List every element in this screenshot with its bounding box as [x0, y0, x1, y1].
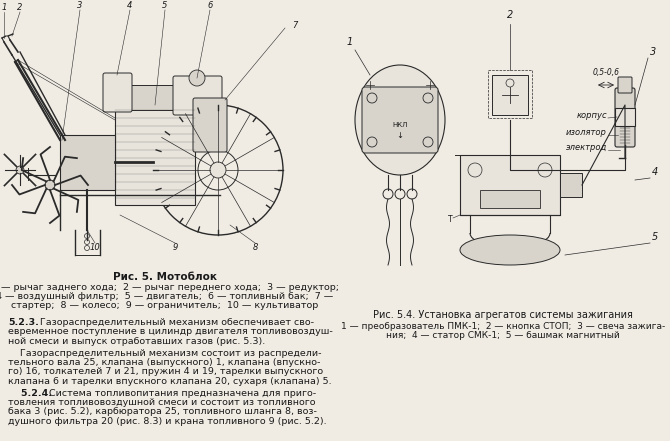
- Text: 2: 2: [17, 4, 23, 12]
- Text: клапана 6 и тарелки впускного клапана 20, сухаря (клапана) 5.: клапана 6 и тарелки впускного клапана 20…: [8, 377, 332, 386]
- Text: 8: 8: [253, 243, 258, 253]
- FancyBboxPatch shape: [103, 73, 132, 112]
- FancyBboxPatch shape: [115, 105, 195, 205]
- Text: Газораспределительный механизм состоит из распредели-: Газораспределительный механизм состоит и…: [8, 348, 322, 358]
- Text: тельного вала 25, клапана (выпускного) 1, клапана (впускно-: тельного вала 25, клапана (выпускного) 1…: [8, 358, 320, 367]
- Text: ной смеси и выпуск отработавших газов (рис. 5.3).: ной смеси и выпуск отработавших газов (р…: [8, 337, 265, 346]
- Ellipse shape: [460, 235, 560, 265]
- Text: Рис. 5. Мотоблок: Рис. 5. Мотоблок: [113, 272, 217, 282]
- Text: 5.2.4.: 5.2.4.: [8, 389, 52, 397]
- Text: НКЛ: НКЛ: [393, 122, 407, 128]
- Text: стартер;  8 — колесо;  9 — ограничитель;  10 — культиватор: стартер; 8 — колесо; 9 — ограничитель; 1…: [11, 301, 319, 310]
- Text: 5: 5: [162, 0, 168, 10]
- FancyBboxPatch shape: [615, 88, 635, 147]
- Text: 10: 10: [90, 243, 100, 253]
- Text: бака 3 (рис. 5.2), карбюратора 25, топливного шланга 8, воз-: бака 3 (рис. 5.2), карбюратора 25, топли…: [8, 407, 317, 416]
- FancyBboxPatch shape: [173, 76, 222, 115]
- Text: душного фильтра 20 (рис. 8.3) и крана топливного 9 (рис. 5.2).: душного фильтра 20 (рис. 8.3) и крана то…: [8, 417, 327, 426]
- FancyBboxPatch shape: [615, 108, 635, 126]
- Circle shape: [210, 162, 226, 178]
- Text: евременное поступление в цилиндр двигателя топливовоздуш-: евременное поступление в цилиндр двигате…: [8, 328, 333, 336]
- Text: 4: 4: [127, 0, 133, 10]
- Text: 5.2.3.: 5.2.3.: [8, 318, 39, 327]
- Text: 4 — воздушный фильтр;  5 — двигатель;  6 — топливный бак;  7 —: 4 — воздушный фильтр; 5 — двигатель; 6 —…: [0, 292, 334, 301]
- Text: Газораспределительный механизм обеспечивает сво-: Газораспределительный механизм обеспечив…: [37, 318, 314, 327]
- Text: 0,5-0,6: 0,5-0,6: [592, 68, 620, 77]
- Ellipse shape: [355, 65, 445, 175]
- Text: 2: 2: [507, 10, 513, 20]
- Text: 4: 4: [652, 167, 658, 177]
- FancyBboxPatch shape: [492, 75, 528, 115]
- Text: Система топливопитания предназначена для приго-: Система топливопитания предназначена для…: [46, 389, 316, 397]
- FancyBboxPatch shape: [480, 190, 540, 208]
- Text: Т: Т: [448, 215, 452, 224]
- Circle shape: [16, 166, 24, 174]
- FancyBboxPatch shape: [193, 98, 227, 152]
- Text: 7: 7: [292, 20, 297, 30]
- Text: 3: 3: [650, 47, 656, 57]
- Text: товления топливовоздушной смеси и состоит из топливного: товления топливовоздушной смеси и состои…: [8, 398, 316, 407]
- FancyBboxPatch shape: [60, 135, 115, 190]
- Text: го) 16, толкателей 7 и 21, пружин 4 и 19, тарелки выпускного: го) 16, толкателей 7 и 21, пружин 4 и 19…: [8, 367, 323, 377]
- Text: 1: 1: [1, 4, 7, 12]
- Text: 1 — рычаг заднего хода;  2 — рычаг переднего хода;  3 — редуктор;: 1 — рычаг заднего хода; 2 — рычаг передн…: [0, 283, 338, 292]
- Text: 1: 1: [347, 37, 353, 47]
- Text: 9: 9: [172, 243, 178, 253]
- FancyBboxPatch shape: [130, 85, 180, 110]
- Text: 5: 5: [652, 232, 658, 242]
- Text: электрод: электрод: [565, 143, 607, 152]
- Text: ния;  4 — статор СМК-1;  5 — башмак магнитный: ния; 4 — статор СМК-1; 5 — башмак магнит…: [386, 331, 620, 340]
- FancyBboxPatch shape: [618, 77, 632, 93]
- Circle shape: [189, 70, 205, 86]
- Text: ↓: ↓: [397, 131, 403, 139]
- Circle shape: [45, 180, 55, 190]
- Text: Рис. 5.4. Установка агрегатов системы зажигания: Рис. 5.4. Установка агрегатов системы за…: [373, 310, 633, 320]
- FancyBboxPatch shape: [460, 155, 560, 215]
- Text: корпус: корпус: [576, 111, 607, 120]
- Text: 1 — преобразователь ПМК-1;  2 — кнопка СТОП;  3 — свеча зажига-: 1 — преобразователь ПМК-1; 2 — кнопка СТ…: [341, 322, 665, 331]
- Text: изолятор: изолятор: [566, 128, 607, 137]
- FancyBboxPatch shape: [362, 87, 438, 153]
- Text: 6: 6: [207, 0, 212, 10]
- Text: 3: 3: [77, 0, 82, 10]
- FancyBboxPatch shape: [560, 173, 582, 197]
